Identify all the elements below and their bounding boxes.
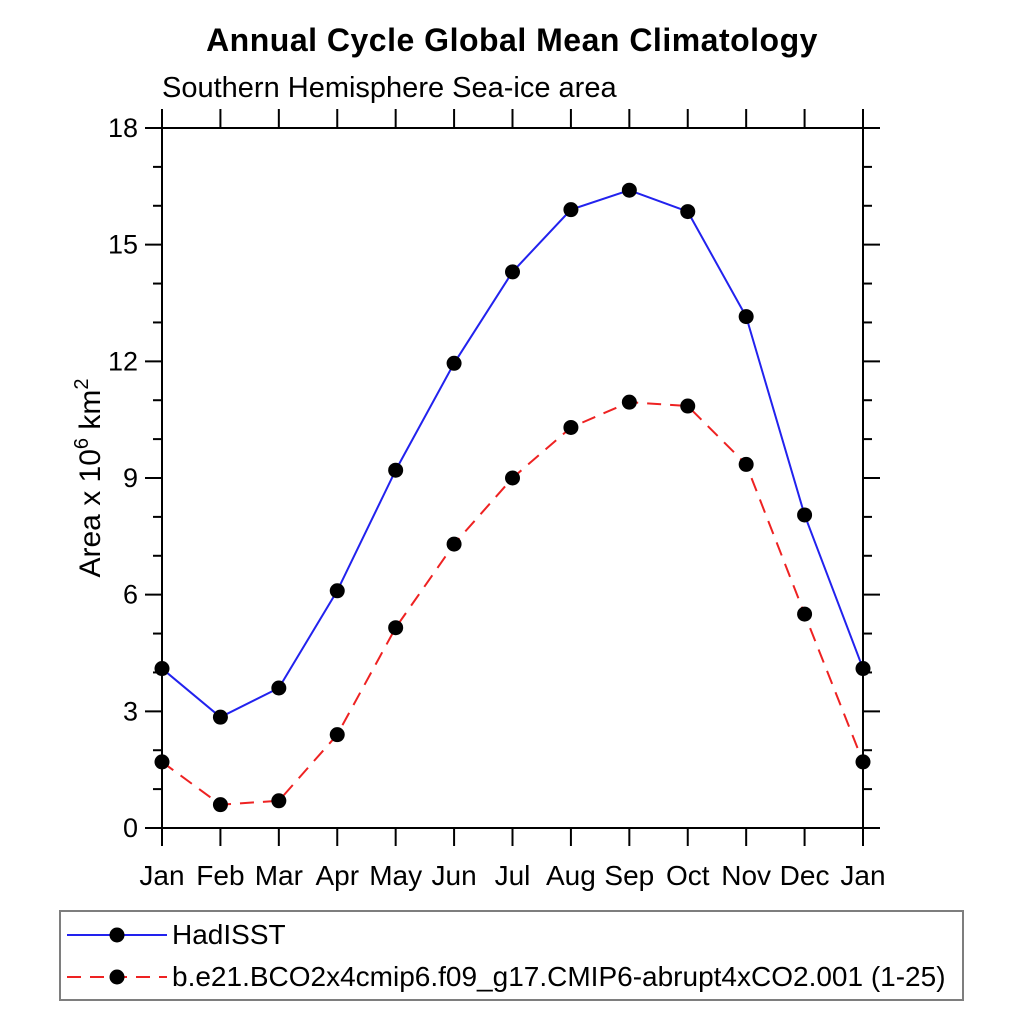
data-point-0-May [388, 462, 404, 478]
data-point-0-Oct [680, 204, 696, 220]
x-tick-label: Mar [255, 860, 303, 891]
y-axis-title-part: km [74, 390, 107, 438]
data-point-0-Apr [329, 583, 345, 599]
y-tick-label: 6 [123, 580, 138, 610]
y-tick-label: 15 [108, 230, 138, 260]
x-tick-label: Sep [604, 860, 654, 891]
data-point-1-Jun [446, 536, 462, 552]
data-point-0-Aug [563, 202, 579, 218]
data-point-1-Dec [797, 606, 813, 622]
legend-item-hadisst: HadISST [61, 914, 962, 956]
x-tick-label: Nov [721, 860, 771, 891]
y-tick-label: 0 [123, 813, 138, 843]
x-tick-label: Jan [139, 860, 184, 891]
y-tick-label: 12 [108, 346, 138, 376]
x-tick-label: Jul [495, 860, 531, 891]
legend-key-dashed-line [67, 969, 167, 984]
y-tick-label: 3 [123, 696, 138, 726]
data-point-1-Sep [621, 394, 637, 410]
data-point-1-May [388, 620, 404, 636]
x-tick-label: May [369, 860, 422, 891]
data-point-1-Jul [505, 470, 520, 486]
data-point-1-Nov [738, 456, 754, 472]
legend-key-solid-line [67, 927, 167, 942]
series-line-1 [161, 401, 864, 806]
chart-title: Annual Cycle Global Mean Climatology [206, 22, 818, 58]
legend-marker-dot [109, 927, 125, 942]
legend-marker-dot [109, 969, 125, 984]
data-point-1-Feb [212, 797, 228, 813]
data-point-0-Feb [212, 709, 228, 725]
x-tick-label: Feb [196, 860, 244, 891]
legend-item-model: b.e21.BCO2x4cmip6.f09_g17.CMIP6-abrupt4x… [61, 956, 962, 998]
y-axis-title: Area x 106 km2 [71, 379, 107, 578]
data-point-1-Oct [680, 398, 696, 414]
data-point-0-Jan [855, 661, 871, 677]
y-axis-title-part: Area x 10 [74, 449, 107, 577]
x-tick-label: Oct [666, 860, 710, 891]
legend-label-hadisst: HadISST [172, 918, 286, 950]
data-point-1-Mar [271, 793, 287, 809]
x-tick-label: Jun [432, 860, 477, 891]
x-tick-label: Dec [780, 860, 830, 891]
data-point-1-Jan [855, 754, 871, 770]
y-tick-label: 18 [108, 113, 138, 143]
x-tick-label: Apr [315, 860, 359, 891]
legend-box: HadISST b.e21.BCO2x4cmip6.f09_g17.CMIP6-… [59, 910, 964, 1001]
data-point-0-Dec [797, 507, 813, 523]
y-axis-title-part: 6 [71, 438, 93, 449]
data-point-0-Jul [505, 264, 520, 280]
data-point-0-Jan [154, 661, 170, 677]
chart-subtitle: Southern Hemisphere Sea-ice area [162, 72, 617, 104]
y-axis-title-part: 2 [71, 379, 93, 390]
data-point-1-Aug [563, 419, 579, 435]
y-tick-label: 9 [123, 463, 138, 493]
x-tick-label: Aug [546, 860, 596, 891]
data-point-0-Nov [738, 309, 754, 325]
legend-label-model: b.e21.BCO2x4cmip6.f09_g17.CMIP6-abrupt4x… [172, 960, 946, 992]
data-point-0-Sep [621, 182, 637, 198]
data-point-0-Mar [271, 680, 287, 696]
data-point-1-Apr [329, 727, 345, 743]
x-tick-label: Jan [840, 860, 885, 891]
data-point-0-Jun [446, 355, 462, 371]
data-point-1-Jan [154, 754, 170, 770]
